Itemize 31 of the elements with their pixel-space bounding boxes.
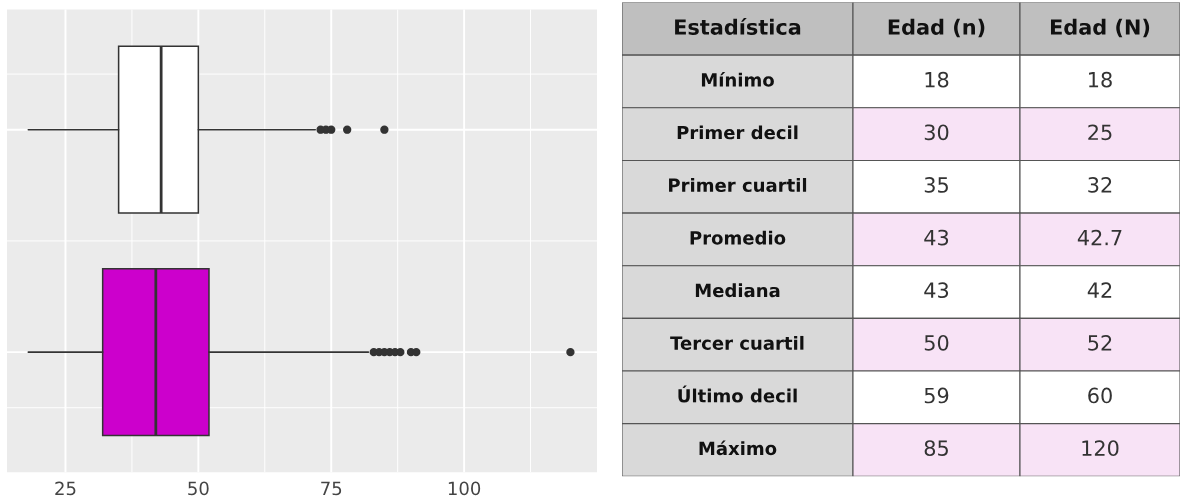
- text: 85: [924, 440, 948, 456]
- text: 60: [1088, 387, 1112, 404]
- category-label: Tercer cuartil: [670, 335, 804, 350]
- text: 30: [924, 124, 949, 141]
- category-label: Máximo: [699, 440, 777, 456]
- text: 52: [1088, 334, 1112, 351]
- x-tick-label: 75: [321, 481, 342, 496]
- category-label: Edad (n): [888, 18, 985, 38]
- text: 18: [1089, 71, 1112, 88]
- category-label: Mediana: [695, 283, 780, 298]
- category-label: Estadística: [675, 17, 801, 35]
- text: 18: [925, 71, 949, 88]
- text: 42: [1087, 282, 1112, 298]
- category-label: Último decil: [678, 385, 797, 403]
- text: 35: [924, 177, 948, 193]
- text: 43: [924, 229, 949, 246]
- text: 32: [1088, 177, 1112, 193]
- x-tick-label: 25: [55, 481, 76, 496]
- category-label: Mínimo: [701, 72, 774, 87]
- text: 120: [1082, 440, 1119, 456]
- x-tick-label: 50: [188, 481, 209, 496]
- category-label: Edad (N): [1050, 18, 1150, 38]
- category-label: Primer cuartil: [669, 178, 807, 192]
- category-label: Promedio: [690, 230, 786, 245]
- x-tick-label: 100: [448, 481, 481, 496]
- text: 59: [924, 387, 949, 404]
- text: 50: [924, 334, 949, 351]
- text: 25: [1088, 124, 1112, 141]
- text: 43: [924, 282, 949, 299]
- category-label: Primer decil: [677, 125, 798, 140]
- text: 42.7: [1077, 229, 1122, 246]
